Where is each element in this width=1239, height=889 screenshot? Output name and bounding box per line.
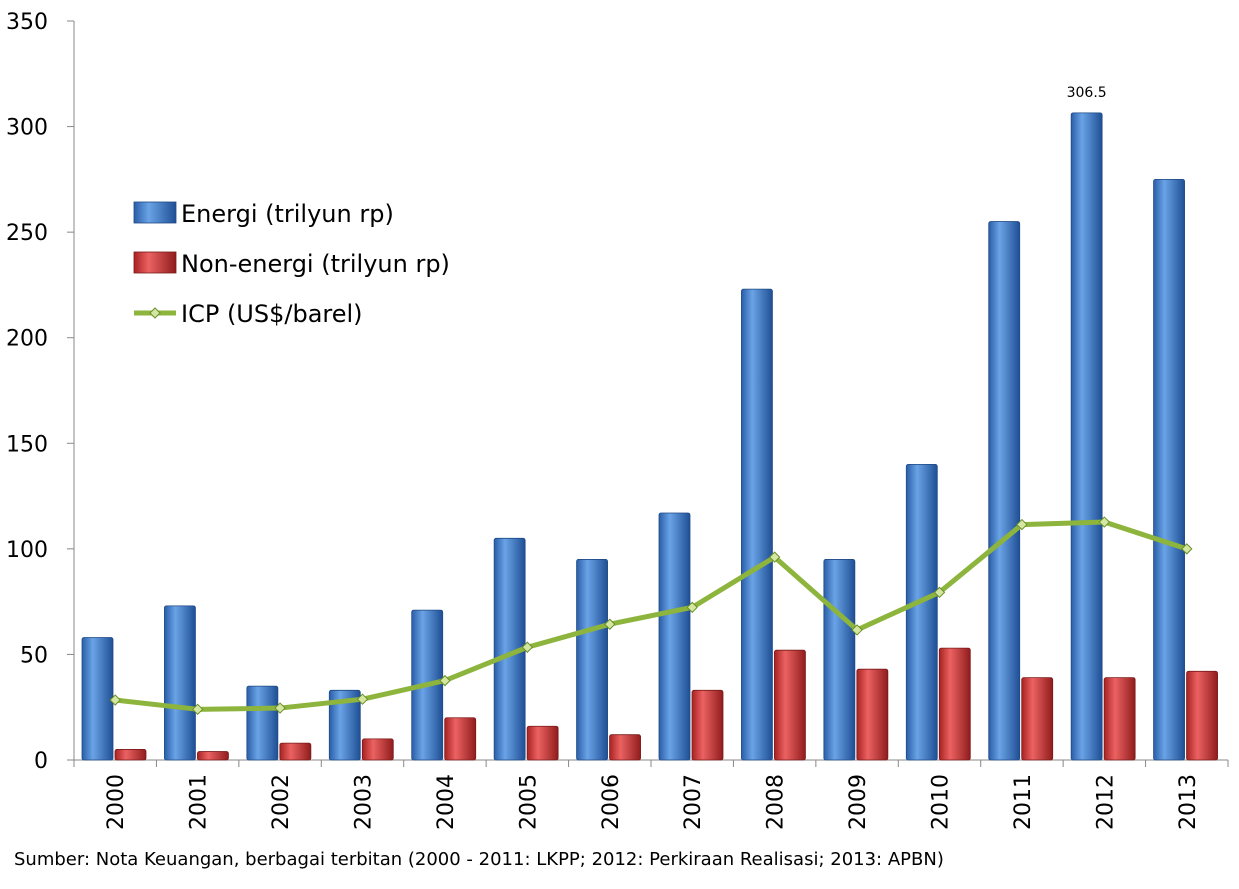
y-tick-label: 50	[20, 643, 48, 668]
legend-swatch	[133, 251, 177, 274]
non-energi-bar	[1021, 677, 1054, 761]
non-energi-bar	[691, 689, 724, 761]
non-energi-bar	[1186, 670, 1218, 761]
non-energi-bar	[774, 649, 806, 761]
labels: 306.5	[1067, 85, 1107, 101]
icp-marker	[521, 641, 534, 653]
energi-bar	[164, 605, 196, 761]
x-tick-label: 2006	[599, 774, 624, 830]
y-tick-label: 200	[6, 327, 48, 352]
legend-marker	[149, 307, 161, 319]
chart: 0 50 100 150 200 250 300 350 2000 2001 2002 2003 200…	[6, 10, 1229, 830]
x-tick-label: 2011	[1011, 774, 1036, 830]
legend: Energi (trilyun rp) Non-energi (trilyun r…	[133, 200, 450, 328]
x-tick-label: 2002	[269, 774, 294, 830]
icp-marker	[1181, 543, 1193, 555]
non-energi-bar	[279, 742, 312, 761]
icp-line	[109, 516, 1193, 716]
legend-label: ICP (US$/barel)	[181, 300, 363, 328]
non-energi-bar	[1103, 677, 1136, 761]
non-energi-bar	[856, 668, 889, 761]
energi-bar	[328, 689, 361, 761]
icp-marker	[439, 674, 451, 687]
y-tick-label: 100	[6, 538, 48, 563]
non-energi-bar	[197, 751, 229, 761]
energi-bar	[823, 559, 856, 761]
icp-marker	[356, 693, 369, 705]
energi-bar	[988, 221, 1021, 761]
x-tick-label: 2003	[352, 774, 377, 830]
non-energi-bar	[609, 734, 641, 761]
x-tick-label: 2004	[434, 774, 459, 830]
non-energi-bar	[526, 725, 559, 761]
y-tick-label: 250	[6, 221, 48, 246]
axes: 0 50 100 150 200 250 300 350 2000 2001 2002 2003 200…	[6, 10, 1229, 830]
energi-bar	[658, 512, 691, 761]
legend-label: Non-energi (trilyun rp)	[181, 250, 450, 278]
icp-marker	[686, 601, 698, 614]
icp-marker	[604, 618, 616, 630]
energi-bar	[576, 559, 608, 761]
x-tick-label: 2007	[681, 774, 706, 830]
icp-marker	[1098, 516, 1111, 528]
energi-bar	[246, 685, 279, 761]
icp-marker	[768, 551, 781, 563]
bars	[81, 112, 1218, 761]
non-energi-bar	[361, 738, 394, 761]
y-tick-label: 300	[6, 116, 48, 141]
data-label-2012: 306.5	[1067, 85, 1107, 101]
x-tick-label: 2001	[187, 774, 212, 830]
x-tick-label: 2008	[764, 774, 789, 830]
icp-marker	[851, 624, 863, 636]
icp-marker	[109, 694, 121, 706]
source-note: Sumber: Nota Keuangan, berbagai terbitan…	[14, 849, 944, 870]
energi-bar	[81, 637, 114, 761]
x-tick-label: 2010	[929, 774, 954, 830]
energi-bar	[741, 288, 773, 761]
legend-label: Energi (trilyun rp)	[181, 200, 394, 228]
x-tick-label: 2012	[1093, 774, 1118, 830]
non-energi-bar	[938, 647, 971, 761]
icp-marker	[191, 703, 204, 716]
y-tick-label: 150	[6, 432, 48, 457]
icp-polyline	[114, 519, 1188, 712]
non-energi-bar	[114, 749, 147, 761]
x-tick-label: 2009	[846, 774, 871, 830]
icp-marker	[933, 586, 946, 599]
non-energi-bar	[444, 717, 477, 761]
y-tick-label: 0	[34, 749, 48, 774]
icp-marker	[274, 702, 286, 714]
legend-swatch	[133, 201, 177, 224]
x-tick-label: 2000	[104, 774, 129, 830]
x-tick-label: 2013	[1176, 774, 1201, 830]
energi-bar	[1153, 178, 1185, 761]
icp-marker	[1016, 518, 1028, 531]
x-tick-label: 2005	[516, 774, 541, 830]
y-tick-label: 350	[6, 10, 48, 35]
energi-bar	[1070, 112, 1103, 761]
energi-bar	[905, 463, 938, 761]
